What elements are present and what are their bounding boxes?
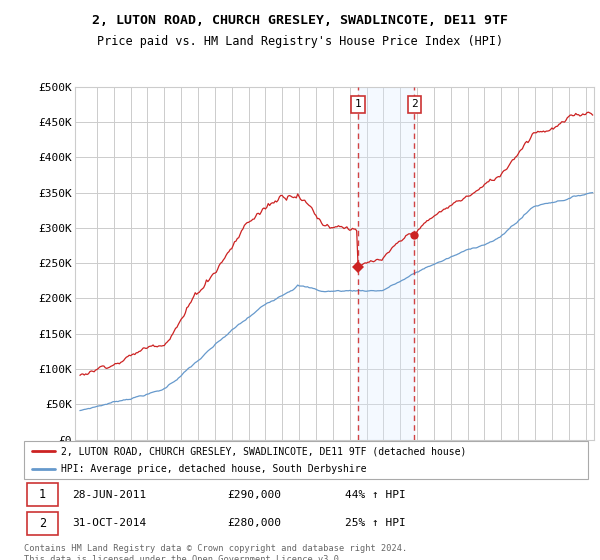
Text: 2: 2 [39, 517, 46, 530]
Text: 2, LUTON ROAD, CHURCH GRESLEY, SWADLINCOTE, DE11 9TF (detached house): 2, LUTON ROAD, CHURCH GRESLEY, SWADLINCO… [61, 446, 466, 456]
Text: Contains HM Land Registry data © Crown copyright and database right 2024.
This d: Contains HM Land Registry data © Crown c… [24, 544, 407, 560]
FancyBboxPatch shape [27, 512, 58, 535]
Text: £290,000: £290,000 [227, 489, 281, 500]
Text: 31-OCT-2014: 31-OCT-2014 [72, 519, 146, 529]
Text: Price paid vs. HM Land Registry's House Price Index (HPI): Price paid vs. HM Land Registry's House … [97, 35, 503, 48]
FancyBboxPatch shape [27, 483, 58, 506]
Text: 28-JUN-2011: 28-JUN-2011 [72, 489, 146, 500]
Bar [358, 87, 414, 440]
Text: HPI: Average price, detached house, South Derbyshire: HPI: Average price, detached house, Sout… [61, 464, 366, 474]
Text: 2, LUTON ROAD, CHURCH GRESLEY, SWADLINCOTE, DE11 9TF: 2, LUTON ROAD, CHURCH GRESLEY, SWADLINCO… [92, 14, 508, 27]
Text: £280,000: £280,000 [227, 519, 281, 529]
Text: 1: 1 [355, 100, 361, 109]
Text: 44% ↑ HPI: 44% ↑ HPI [346, 489, 406, 500]
Text: 25% ↑ HPI: 25% ↑ HPI [346, 519, 406, 529]
FancyBboxPatch shape [24, 441, 588, 479]
Text: 2: 2 [411, 100, 418, 109]
Text: 1: 1 [39, 488, 46, 501]
